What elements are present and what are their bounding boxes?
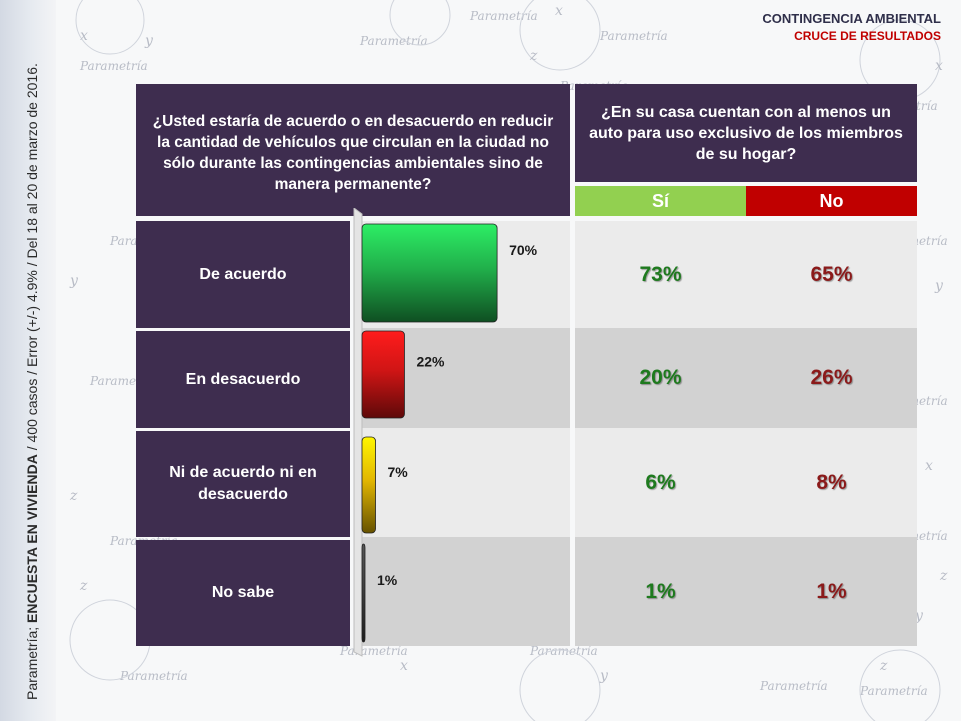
watermark-circle	[859, 649, 941, 721]
watermark-word: Parametría	[359, 34, 428, 48]
chart-axis-wall	[353, 208, 363, 657]
side-decoration-strip	[0, 0, 56, 721]
watermark-letter: z	[529, 48, 538, 64]
watermark-letter: y	[69, 273, 79, 289]
bar-2	[361, 330, 405, 419]
bar-value-label-2: 22%	[416, 354, 445, 370]
cell-si-en-desacuerdo: 20%	[639, 366, 682, 389]
watermark-word: Parametría	[759, 679, 828, 693]
bar-value-label-4: 1%	[377, 572, 398, 588]
watermark-letter: y	[144, 33, 154, 49]
watermark-circle	[75, 0, 145, 55]
bar-value-label-3: 7%	[388, 464, 409, 480]
cell-si-de-acuerdo: 73%	[639, 262, 682, 286]
cell-no-ni-de-acuerdo: 8%	[816, 470, 847, 494]
watermark-word: Parametría	[859, 684, 928, 698]
watermark-letter: z	[79, 578, 88, 594]
row-band-3	[354, 428, 917, 537]
source-details: / 400 casos / Error (+/-) 4.9% / Del 18 …	[24, 63, 40, 455]
survey-source-note: Parametría; ENCUESTA EN VIVIENDA / 400 c…	[21, 20, 43, 700]
agreement-bar-chart: 70% 22% 7% 1%	[353, 208, 538, 657]
watermark-letter: x	[80, 28, 88, 44]
row-band-2	[354, 328, 917, 428]
watermark-word: Parametría	[79, 59, 148, 73]
cell-si-no-sabe: 1%	[645, 579, 676, 603]
bar-1	[361, 223, 498, 323]
cell-no-en-desacuerdo: 26%	[810, 366, 853, 389]
cell-no-no-sabe: 1%	[816, 579, 847, 603]
row-label-en-desacuerdo: En desacuerdo	[136, 331, 350, 428]
column-header-no: No	[746, 186, 917, 216]
row-label-ni-de-acuerdo: Ni de acuerdo ni en desacuerdo	[136, 431, 350, 537]
cell-no-de-acuerdo: 65%	[810, 262, 853, 286]
watermark-circle	[519, 649, 601, 721]
watermark-circle	[519, 0, 601, 71]
slide-title: CONTINGENCIA AMBIENTAL	[762, 11, 941, 26]
column-header-si: Sí	[575, 186, 746, 216]
watermark-circle	[389, 0, 451, 46]
cell-si-ni-de-acuerdo: 6%	[645, 470, 676, 494]
watermark-letter: z	[879, 658, 888, 674]
row-label-no-sabe: No sabe	[136, 540, 350, 646]
question-right: ¿En su casa cuentan con al menos un auto…	[575, 84, 917, 182]
watermark-word: Parametría	[469, 9, 538, 23]
bar-value-label-1: 70%	[509, 242, 538, 258]
watermark-letter: z	[69, 488, 78, 504]
slide-subtitle: CRUCE DE RESULTADOS	[794, 29, 941, 43]
watermark-letter: z	[939, 568, 948, 584]
watermark-word: Parametría	[529, 644, 598, 658]
watermark-letter: x	[925, 458, 933, 474]
source-bold: ENCUESTA EN VIVIENDA	[24, 454, 40, 623]
bar-3	[361, 436, 376, 534]
row-band-4	[354, 537, 917, 646]
source-prefix: Parametría;	[24, 622, 40, 700]
column-divider	[570, 221, 575, 646]
watermark-letter: y	[599, 668, 609, 684]
watermark-letter: y	[934, 278, 944, 294]
watermark-letter: x	[935, 58, 943, 74]
watermark-letter: x	[555, 3, 563, 19]
bar-4	[361, 543, 366, 643]
watermark-letter: x	[400, 658, 408, 674]
question-left: ¿Usted estaría de acuerdo o en desacuerd…	[136, 84, 570, 216]
watermark-word: Parametría	[119, 669, 188, 683]
row-label-de-acuerdo: De acuerdo	[136, 221, 350, 328]
watermark-letter: y	[914, 608, 924, 624]
watermark-word: Parametría	[599, 29, 668, 43]
